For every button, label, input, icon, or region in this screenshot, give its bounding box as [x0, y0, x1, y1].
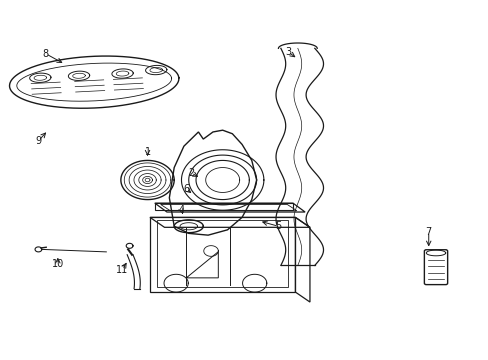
Text: 6: 6	[183, 184, 189, 194]
Text: 5: 5	[275, 221, 281, 231]
Text: 7: 7	[425, 226, 431, 237]
Text: 2: 2	[188, 168, 194, 178]
Text: 10: 10	[52, 259, 64, 269]
Text: 8: 8	[42, 49, 49, 59]
Text: 9: 9	[35, 136, 41, 146]
Text: 1: 1	[144, 147, 150, 157]
Text: 3: 3	[285, 47, 290, 57]
Text: 4: 4	[178, 205, 184, 215]
Text: 11: 11	[116, 265, 128, 275]
